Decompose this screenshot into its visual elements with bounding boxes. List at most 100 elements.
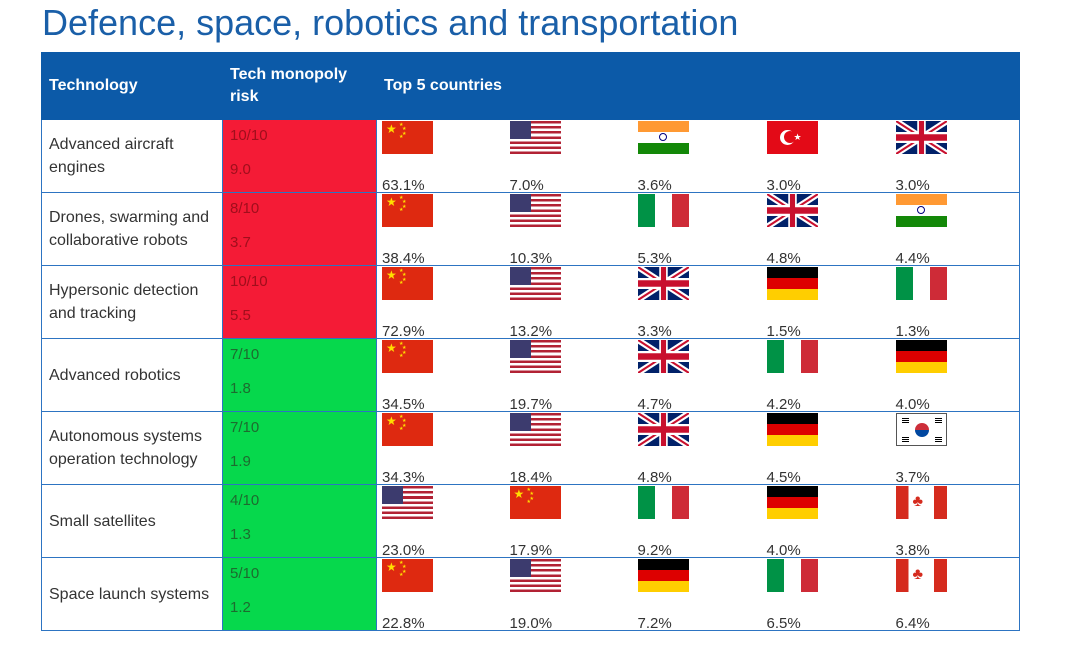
country-cell: ★ ★ ★ ★ ★ 38.4%	[376, 192, 505, 267]
country-cell: 5.3%	[632, 192, 762, 267]
table-row: Space launch systems 5/10 1.2 ★ ★ ★ ★ ★ 22.8% 19.…	[41, 557, 1021, 632]
country-share: 7.2%	[637, 615, 672, 632]
country-share: 13.2%	[509, 323, 553, 340]
risk-cell: 7/10 1.8	[222, 338, 377, 412]
country-cell: 4.0%	[761, 484, 891, 559]
country-share: 19.0%	[509, 615, 553, 632]
country-cell: 23.0%	[376, 484, 505, 559]
usa-flag-icon	[509, 559, 561, 592]
country-cell: 4.8%	[632, 411, 762, 486]
china-flag-icon: ★ ★ ★ ★ ★	[509, 486, 561, 519]
risk-score: 10/10	[230, 273, 268, 290]
country-cell: ★ ★ ★ ★ ★ 63.1%	[376, 119, 505, 194]
country-share: 4.5%	[766, 469, 801, 486]
country-share: 34.3%	[382, 469, 425, 486]
country-share: 3.3%	[637, 323, 672, 340]
country-cell: 6.5%	[761, 557, 891, 632]
country-share: 3.6%	[637, 177, 672, 194]
usa-flag-icon	[509, 121, 561, 154]
risk-cell: 8/10 3.7	[222, 192, 377, 266]
risk-cell: 7/10 1.9	[222, 411, 377, 485]
technology-cell: Hypersonic detection and tracking	[41, 265, 223, 339]
country-cell: 10.3%	[504, 192, 633, 267]
country-cell: 3.3%	[632, 265, 762, 340]
italy-flag-icon	[895, 267, 947, 300]
country-share: 4.8%	[766, 250, 801, 267]
technology-cell: Small satellites	[41, 484, 223, 558]
country-cell: 4.8%	[761, 192, 891, 267]
country-cell: ★ ★ ★ ★ ★ 34.5%	[376, 338, 505, 413]
country-share: 18.4%	[509, 469, 553, 486]
usa-flag-icon	[509, 267, 561, 300]
country-cell: ★ ★ ★ ★ ★ 72.9%	[376, 265, 505, 340]
china-flag-icon: ★ ★ ★ ★ ★	[382, 340, 433, 373]
country-cell: 1.5%	[761, 265, 891, 340]
country-cell: ★ ★ ★ ★ ★ 17.9%	[504, 484, 633, 559]
uk-flag-icon	[637, 413, 689, 446]
turkey-flag-icon: ★	[766, 121, 818, 154]
country-cell: 19.0%	[504, 557, 633, 632]
uk-flag-icon	[766, 194, 818, 227]
risk-cell: 5/10 1.2	[222, 557, 377, 631]
country-cell: 4.2%	[761, 338, 891, 413]
china-flag-icon: ★ ★ ★ ★ ★	[382, 121, 433, 154]
country-cell: ♣ 3.8%	[890, 484, 1021, 559]
country-share: 9.2%	[637, 542, 672, 559]
germany-flag-icon	[766, 267, 818, 300]
country-share: 4.4%	[895, 250, 930, 267]
usa-flag-icon	[382, 486, 433, 519]
country-cell: ★ ★ ★ ★ ★ 22.8%	[376, 557, 505, 632]
italy-flag-icon	[766, 559, 818, 592]
country-share: 1.5%	[766, 323, 801, 340]
table-row: Small satellites 4/10 1.3 23.0% ★ ★ ★ ★ ★ 17.9% 9.…	[41, 484, 1021, 559]
country-share: 3.0%	[895, 177, 930, 194]
table-header-row: Technology Tech monopoly risk Top 5 coun…	[41, 52, 1021, 120]
risk-score: 4/10	[230, 492, 260, 509]
risk-cell: 10/10 9.0	[222, 119, 377, 193]
country-cell: 1.3%	[890, 265, 1021, 340]
germany-flag-icon	[766, 486, 818, 519]
risk-value: 1.9	[230, 453, 251, 470]
risk-value: 5.5	[230, 307, 251, 324]
italy-flag-icon	[766, 340, 818, 373]
canada-flag-icon: ♣	[895, 559, 947, 592]
technology-cell: Advanced aircraft engines	[41, 119, 223, 193]
country-share: 22.8%	[382, 615, 425, 632]
country-cell: 4.7%	[632, 338, 762, 413]
country-cell: ★ ★ ★ ★ ★ 34.3%	[376, 411, 505, 486]
south-korea-flag-icon	[895, 413, 947, 446]
page-title: Defence, space, robotics and transportat…	[42, 2, 739, 43]
technology-cell: Drones, swarming and collaborative robot…	[41, 192, 223, 266]
table-row: Advanced aircraft engines 10/10 9.0 ★ ★ ★ ★ ★ 63…	[41, 119, 1021, 194]
country-cell: 4.5%	[761, 411, 891, 486]
country-share: 3.8%	[895, 542, 930, 559]
country-cell: 3.6%	[632, 119, 762, 194]
country-cell: 3.7%	[890, 411, 1021, 486]
risk-score: 8/10	[230, 200, 260, 217]
risk-value: 1.8	[230, 380, 251, 397]
header-risk: Tech monopoly risk	[222, 52, 377, 120]
country-cell: 4.4%	[890, 192, 1021, 267]
table-row: Hypersonic detection and tracking 10/10 5.…	[41, 265, 1021, 340]
risk-value: 3.7	[230, 234, 251, 251]
country-share: 72.9%	[382, 323, 425, 340]
technology-cell: Space launch systems	[41, 557, 223, 631]
risk-value: 9.0	[230, 161, 251, 178]
china-flag-icon: ★ ★ ★ ★ ★	[382, 559, 433, 592]
technology-cell: Advanced robotics	[41, 338, 223, 412]
country-share: 19.7%	[509, 396, 553, 413]
germany-flag-icon	[895, 340, 947, 373]
country-cell: 7.0%	[504, 119, 633, 194]
uk-flag-icon	[895, 121, 947, 154]
header-top5: Top 5 countries	[375, 52, 1021, 120]
country-share: 4.0%	[895, 396, 930, 413]
country-share: 17.9%	[509, 542, 553, 559]
country-share: 10.3%	[509, 250, 553, 267]
china-flag-icon: ★ ★ ★ ★ ★	[382, 413, 433, 446]
india-flag-icon	[895, 194, 947, 227]
technology-cell: Autonomous systems operation technology	[41, 411, 223, 485]
country-share: 23.0%	[382, 542, 425, 559]
country-share: 5.3%	[637, 250, 672, 267]
header-technology: Technology	[41, 52, 223, 120]
country-share: 63.1%	[382, 177, 425, 194]
